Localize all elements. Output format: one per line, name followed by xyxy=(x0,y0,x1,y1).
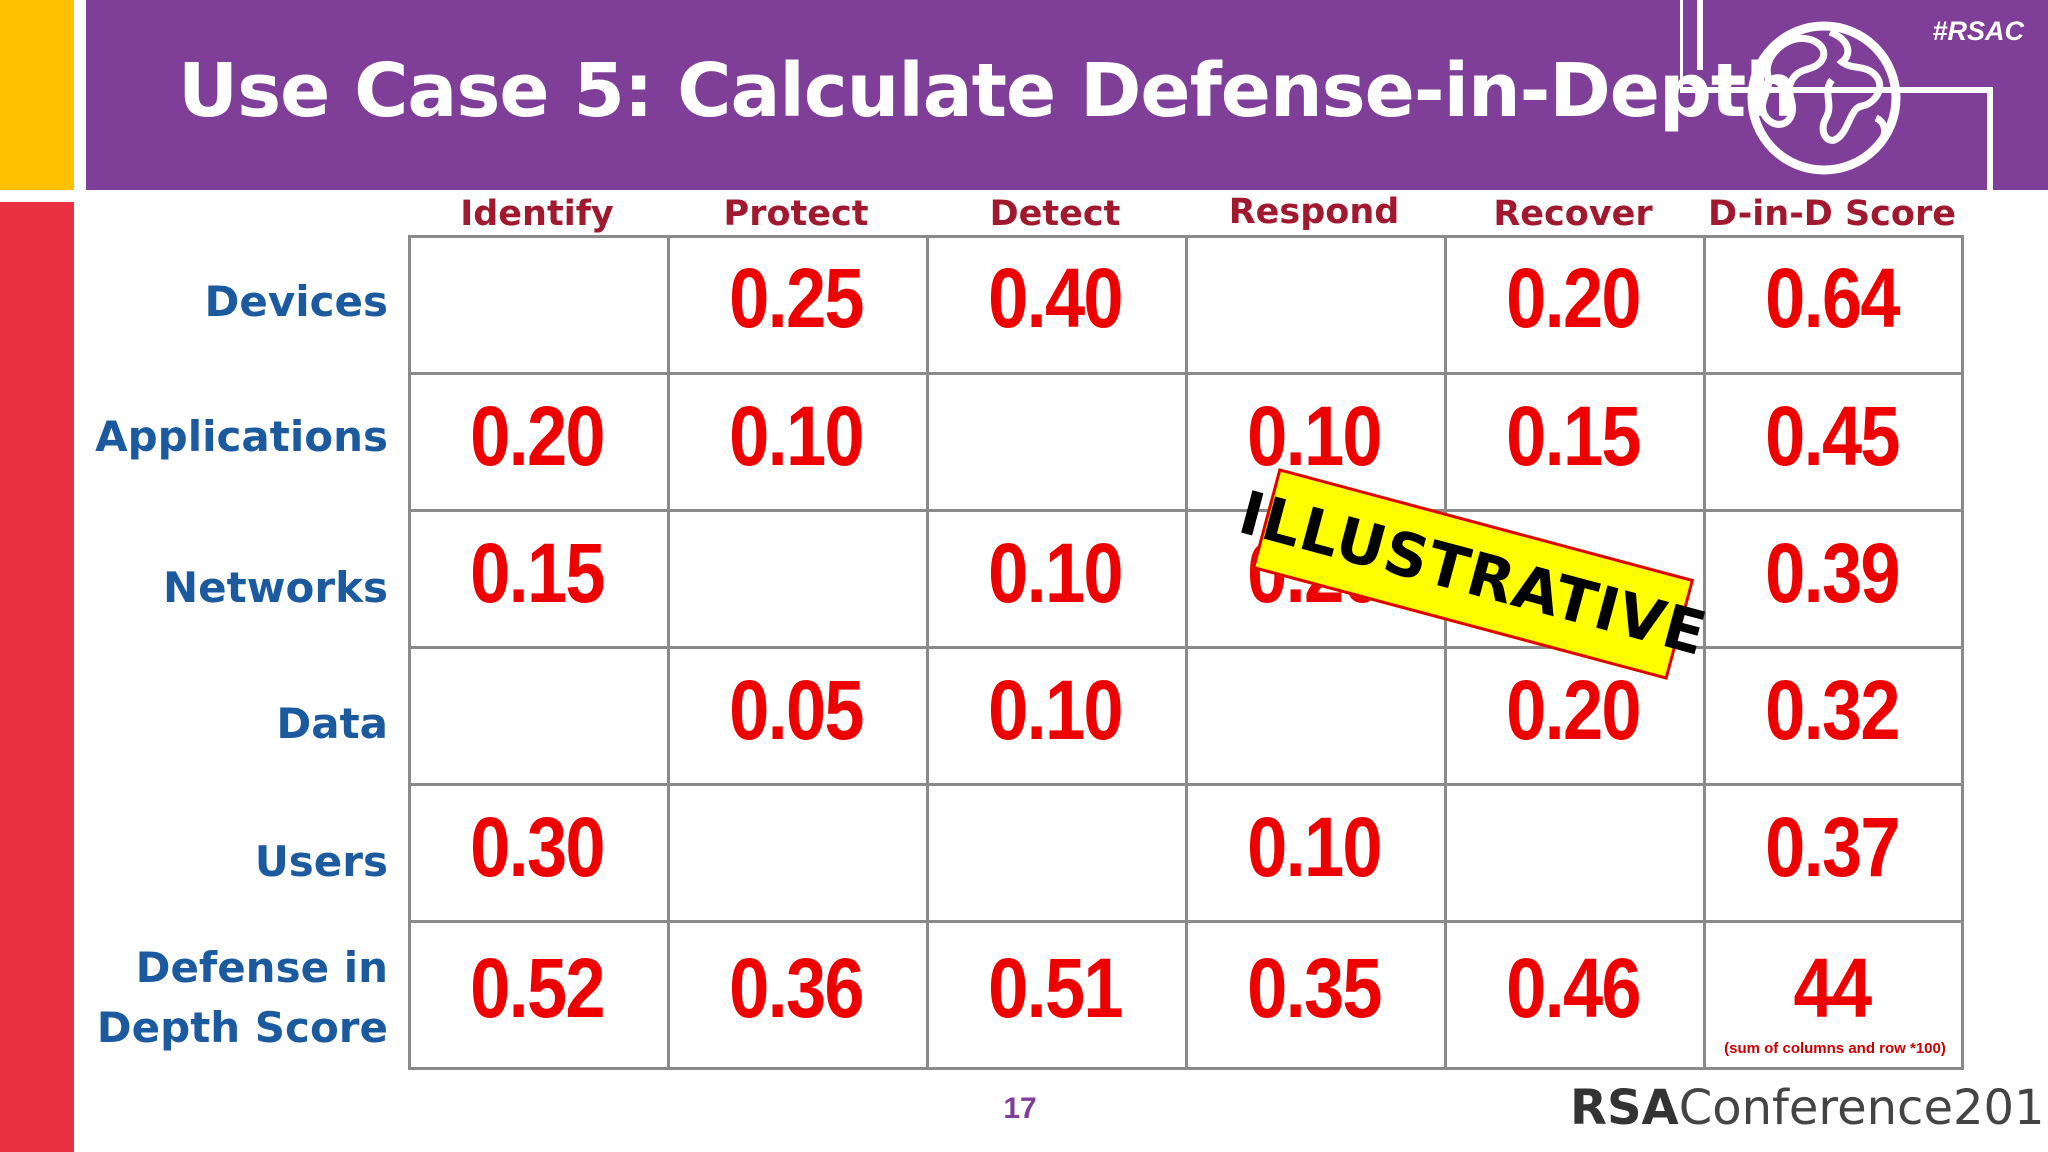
column-header-protect: Protect xyxy=(723,194,869,234)
table-cell: 0.20 xyxy=(1506,663,1641,757)
table-cell: 0.10 xyxy=(1247,389,1382,483)
table-cell: 0.32 xyxy=(1765,663,1900,757)
page-number: 17 xyxy=(1003,1092,1037,1125)
table-cell: 0.64 xyxy=(1765,251,1900,345)
table-cell: 0.15 xyxy=(470,526,605,620)
table-cell: 0.30 xyxy=(470,800,605,894)
table-cell: 0.10 xyxy=(1247,800,1382,894)
column-header-detect: Detect xyxy=(989,194,1121,234)
table-cell: 0.20 xyxy=(470,389,605,483)
slide-header xyxy=(86,0,2048,190)
column-header-respond: Respond xyxy=(1228,192,1400,232)
table-cell: 0.25 xyxy=(729,251,864,345)
accent-bar-yellow xyxy=(0,0,74,190)
row-label-networks: Networks xyxy=(162,563,388,612)
globe-icon xyxy=(1680,0,1993,190)
slide-title: Use Case 5: Calculate Defense-in-Depth xyxy=(178,48,1798,134)
column-header-identify: Identify xyxy=(460,194,614,234)
table-cell: 0.05 xyxy=(729,663,864,757)
table-cell: 0.10 xyxy=(988,663,1123,757)
table-cell: 0.45 xyxy=(1765,389,1900,483)
conference-logo: RSAConference2016 xyxy=(1570,1080,2048,1136)
score-footnote: (sum of columns and row *100) xyxy=(1724,1040,1946,1057)
score-table xyxy=(408,235,1964,1070)
row-label-did-score-line2: Depth Score xyxy=(96,1003,388,1052)
table-cell: 0.10 xyxy=(988,526,1123,620)
table-cell: 0.15 xyxy=(1506,389,1641,483)
row-label-devices: Devices xyxy=(204,277,388,326)
table-cell: 0.36 xyxy=(729,941,864,1035)
table-cell: 0.37 xyxy=(1765,800,1900,894)
column-header-did-score: D-in-D Score xyxy=(1708,194,1956,234)
table-cell: 0.39 xyxy=(1765,526,1900,620)
table-cell: 0.35 xyxy=(1247,941,1382,1035)
table-cell: 0.20 xyxy=(1506,251,1641,345)
row-label-applications: Applications xyxy=(95,412,388,461)
table-cell: 0.10 xyxy=(729,389,864,483)
accent-bar-red xyxy=(0,202,74,1152)
column-header-recover: Recover xyxy=(1493,194,1653,234)
table-cell: 0.46 xyxy=(1506,941,1641,1035)
table-cell: 0.40 xyxy=(988,251,1123,345)
conference-name: Conference2016 xyxy=(1678,1080,2048,1136)
row-label-data: Data xyxy=(276,699,388,748)
row-label-users: Users xyxy=(254,837,388,886)
table-cell: 0.52 xyxy=(470,941,605,1035)
table-cell: 0.51 xyxy=(988,941,1123,1035)
conference-brand: RSA xyxy=(1570,1080,1679,1136)
rsac-hashtag: #RSAC xyxy=(1932,16,2024,46)
table-cell: 44 xyxy=(1793,941,1873,1035)
row-label-did-score-line1: Defense in xyxy=(135,943,388,992)
